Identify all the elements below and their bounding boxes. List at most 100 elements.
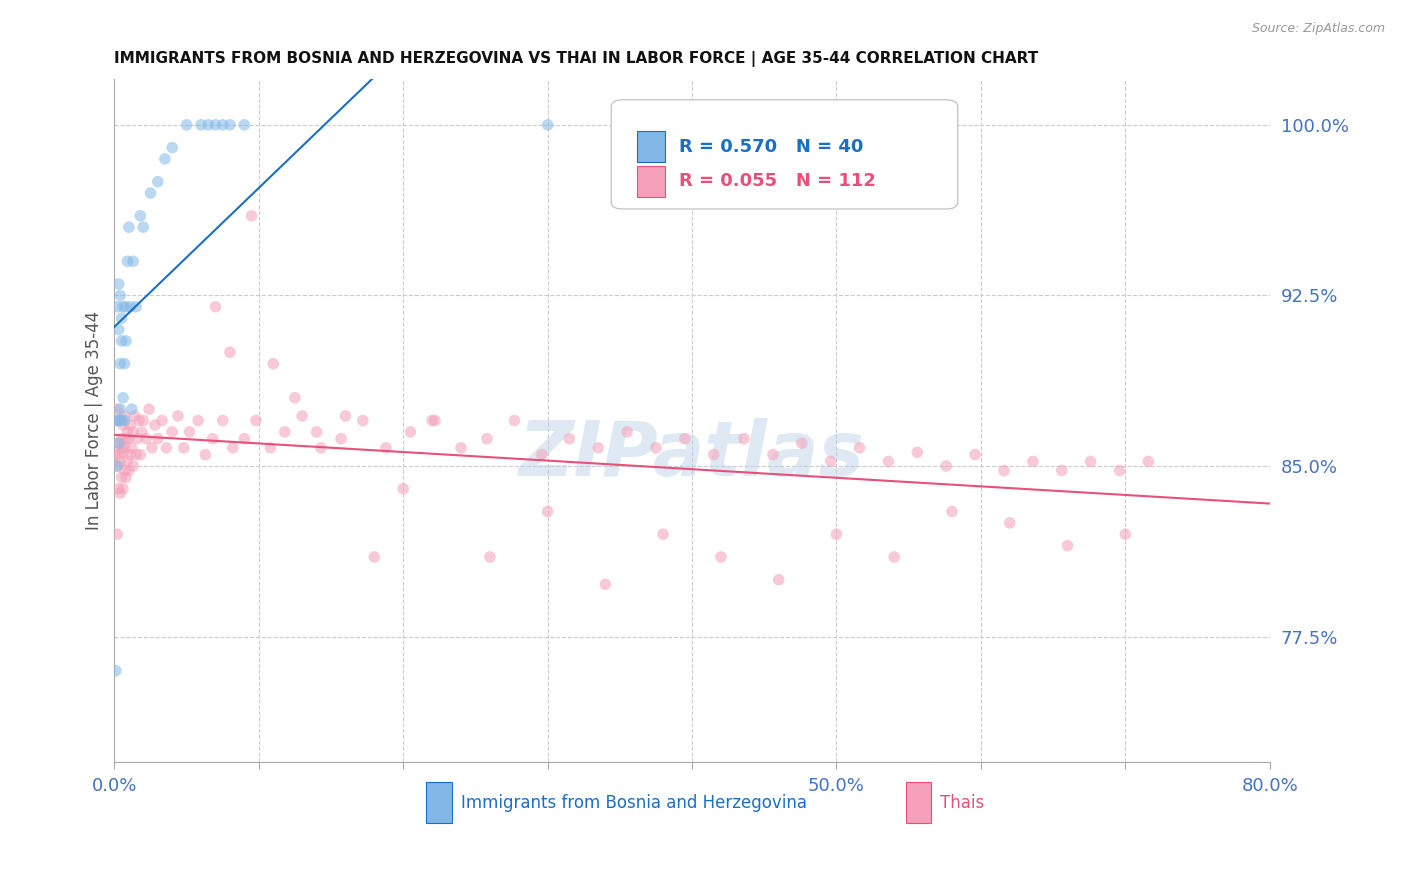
Point — [111, 441, 134, 455]
Point — [120, 300, 142, 314]
Point — [121, 441, 143, 455]
Text: R = 0.055   N = 112: R = 0.055 N = 112 — [679, 172, 876, 190]
Point — [965, 448, 987, 462]
Point — [105, 458, 128, 473]
Point — [107, 413, 129, 427]
Point — [673, 432, 696, 446]
Point — [117, 454, 139, 468]
Point — [107, 436, 129, 450]
Point — [107, 448, 129, 462]
Point — [105, 413, 128, 427]
Point — [201, 432, 224, 446]
Point — [392, 482, 415, 496]
Point — [883, 549, 905, 564]
Point — [107, 482, 129, 496]
Point — [129, 209, 152, 223]
Bar — [637, 166, 665, 196]
Point — [1022, 454, 1045, 468]
Point — [118, 220, 141, 235]
Point — [284, 391, 307, 405]
Point — [586, 441, 609, 455]
Point — [153, 152, 176, 166]
Point — [194, 448, 217, 462]
Point — [768, 573, 790, 587]
Point — [1108, 464, 1130, 478]
Point — [233, 432, 256, 446]
Point — [176, 118, 198, 132]
Point — [111, 311, 134, 326]
Point — [352, 413, 374, 427]
FancyBboxPatch shape — [612, 100, 957, 209]
Text: Source: ZipAtlas.com: Source: ZipAtlas.com — [1251, 22, 1385, 36]
Point — [998, 516, 1021, 530]
Point — [790, 436, 813, 450]
Point — [141, 441, 163, 455]
Point — [114, 409, 136, 423]
Point — [211, 118, 233, 132]
Text: Immigrants from Bosnia and Herzegovina: Immigrants from Bosnia and Herzegovina — [461, 794, 807, 812]
Point — [905, 445, 928, 459]
Point — [197, 118, 219, 132]
Point — [111, 413, 134, 427]
Point — [111, 470, 134, 484]
Point — [222, 441, 245, 455]
Point — [274, 425, 297, 439]
Point — [173, 441, 195, 455]
Point — [848, 441, 870, 455]
Point — [291, 409, 314, 423]
Point — [107, 322, 129, 336]
Point — [118, 432, 141, 446]
Point — [120, 418, 142, 433]
Point — [1056, 539, 1078, 553]
Bar — [905, 782, 931, 823]
Point — [335, 409, 357, 423]
Point — [941, 504, 963, 518]
Point — [146, 432, 169, 446]
Point — [121, 402, 143, 417]
Point — [118, 464, 141, 478]
Point — [374, 441, 396, 455]
Point — [478, 549, 501, 564]
Point — [143, 418, 166, 433]
Point — [132, 413, 155, 427]
Point — [399, 425, 422, 439]
Point — [733, 432, 755, 446]
Point — [115, 300, 138, 314]
Point — [187, 413, 209, 427]
Point — [146, 175, 169, 189]
Bar — [637, 131, 665, 162]
Point — [167, 409, 190, 423]
Point — [138, 402, 160, 417]
Point — [117, 254, 139, 268]
Point — [112, 418, 135, 433]
Point — [211, 413, 233, 427]
Point — [309, 441, 332, 455]
Bar — [426, 782, 451, 823]
Text: Thais: Thais — [941, 794, 984, 812]
Point — [127, 432, 149, 446]
Point — [107, 277, 129, 291]
Point — [825, 527, 848, 541]
Point — [877, 454, 900, 468]
Point — [128, 413, 150, 427]
Point — [124, 409, 146, 423]
Point — [179, 425, 201, 439]
Point — [475, 432, 498, 446]
Text: ZIPatlas: ZIPatlas — [519, 417, 865, 491]
Point — [245, 413, 267, 427]
Point — [450, 441, 472, 455]
Point — [107, 436, 129, 450]
Point — [105, 458, 128, 473]
Point — [108, 413, 131, 427]
Point — [363, 549, 385, 564]
Point — [132, 220, 155, 235]
Point — [108, 357, 131, 371]
Point — [114, 413, 136, 427]
Point — [115, 334, 138, 348]
Point — [104, 448, 127, 462]
Point — [112, 482, 135, 496]
Point — [558, 432, 581, 446]
Point — [111, 334, 134, 348]
Y-axis label: In Labor Force | Age 35-44: In Labor Force | Age 35-44 — [86, 311, 103, 530]
Point — [190, 118, 212, 132]
